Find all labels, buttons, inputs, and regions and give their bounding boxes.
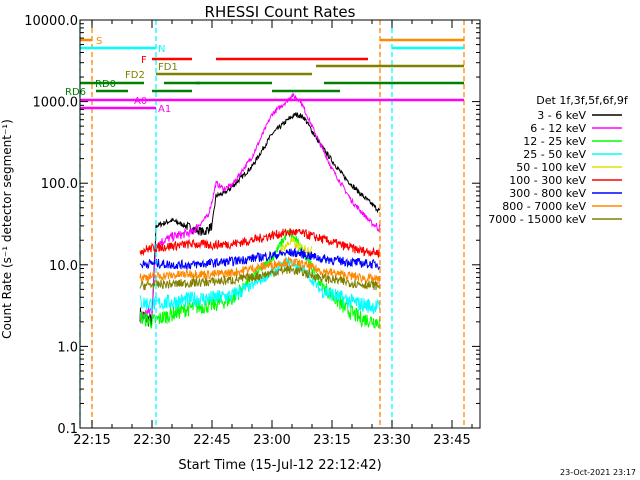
series-6-12-kev xyxy=(139,92,381,323)
y-tick-label: 0.1 xyxy=(57,422,78,437)
legend-label-12-25-kev: 12 - 25 keV xyxy=(523,135,586,148)
series-7000-15000-kev xyxy=(139,265,381,291)
y-tick-label: 10000.0 xyxy=(24,14,78,29)
legend-label-3-6-kev: 3 - 6 keV xyxy=(537,109,586,122)
series-800-7000-kev xyxy=(139,255,381,285)
x-tick-label: 22:15 xyxy=(73,433,110,448)
y-tick-label: 1.0 xyxy=(57,340,78,355)
x-axis-label: Start Time (15-Jul-12 22:12:42) xyxy=(178,458,381,473)
x-tick-label: 23:00 xyxy=(253,433,290,448)
x-tick-label: 22:45 xyxy=(193,433,230,448)
flag-label-f: F xyxy=(141,55,147,66)
legend-label-100-300-kev: 100 - 300 keV xyxy=(509,174,586,187)
y-tick-label: 100.0 xyxy=(41,177,78,192)
legend-label-50-100-kev: 50 - 100 keV xyxy=(516,161,586,174)
legend-label-300-800-kev: 300 - 800 keV xyxy=(509,187,586,200)
y-tick-label: 10.0 xyxy=(49,259,78,274)
chart-title: RHESSI Count Rates xyxy=(205,3,356,21)
flag-label-fd2: FD2 xyxy=(125,70,145,81)
flag-label-rd0: RD0 xyxy=(95,79,116,90)
plot-area: S NF FD1 FD2 RD0 RD6 A0 A1 0.1 1.0 10.0 100.0 1000.0… xyxy=(24,14,481,448)
x-tick-label: 23:45 xyxy=(433,433,470,448)
flag-label-n: N xyxy=(158,44,165,55)
flag-label-s: S xyxy=(96,36,102,47)
timestamp: 23-Oct-2021 23:17 xyxy=(560,468,636,477)
series-25-50-kev xyxy=(139,256,380,315)
x-tick-label: 23:30 xyxy=(373,433,410,448)
series-50-100-kev xyxy=(279,236,313,255)
plot-frame xyxy=(79,19,481,429)
legend-label-6-12-kev: 6 - 12 keV xyxy=(530,122,586,135)
y-axis-label: Count Rate (s⁻¹ detector segment⁻¹) xyxy=(0,119,14,339)
x-tick-label: 23:15 xyxy=(313,433,350,448)
flag-label-a1: A1 xyxy=(158,104,171,115)
flag-label-rd6: RD6 xyxy=(65,87,86,98)
flag-label-a0: A0 xyxy=(134,96,147,107)
series-300-800-kev xyxy=(139,247,381,271)
flag-label-fd1: FD1 xyxy=(158,62,178,73)
legend-label-25-50-kev: 25 - 50 keV xyxy=(523,148,586,161)
y-tick-label: 1000.0 xyxy=(33,96,79,111)
legend-title: Det 1f,3f,5f,6f,9f xyxy=(536,94,629,107)
legend-label-800-7000-kev: 800 - 7000 keV xyxy=(502,200,586,213)
legend-label-7000-15000-kev: 7000 - 15000 keV xyxy=(488,213,586,226)
x-tick-label: 22:30 xyxy=(133,433,170,448)
series-100-300-kev xyxy=(139,228,381,259)
series-3-6-kev xyxy=(139,112,381,328)
